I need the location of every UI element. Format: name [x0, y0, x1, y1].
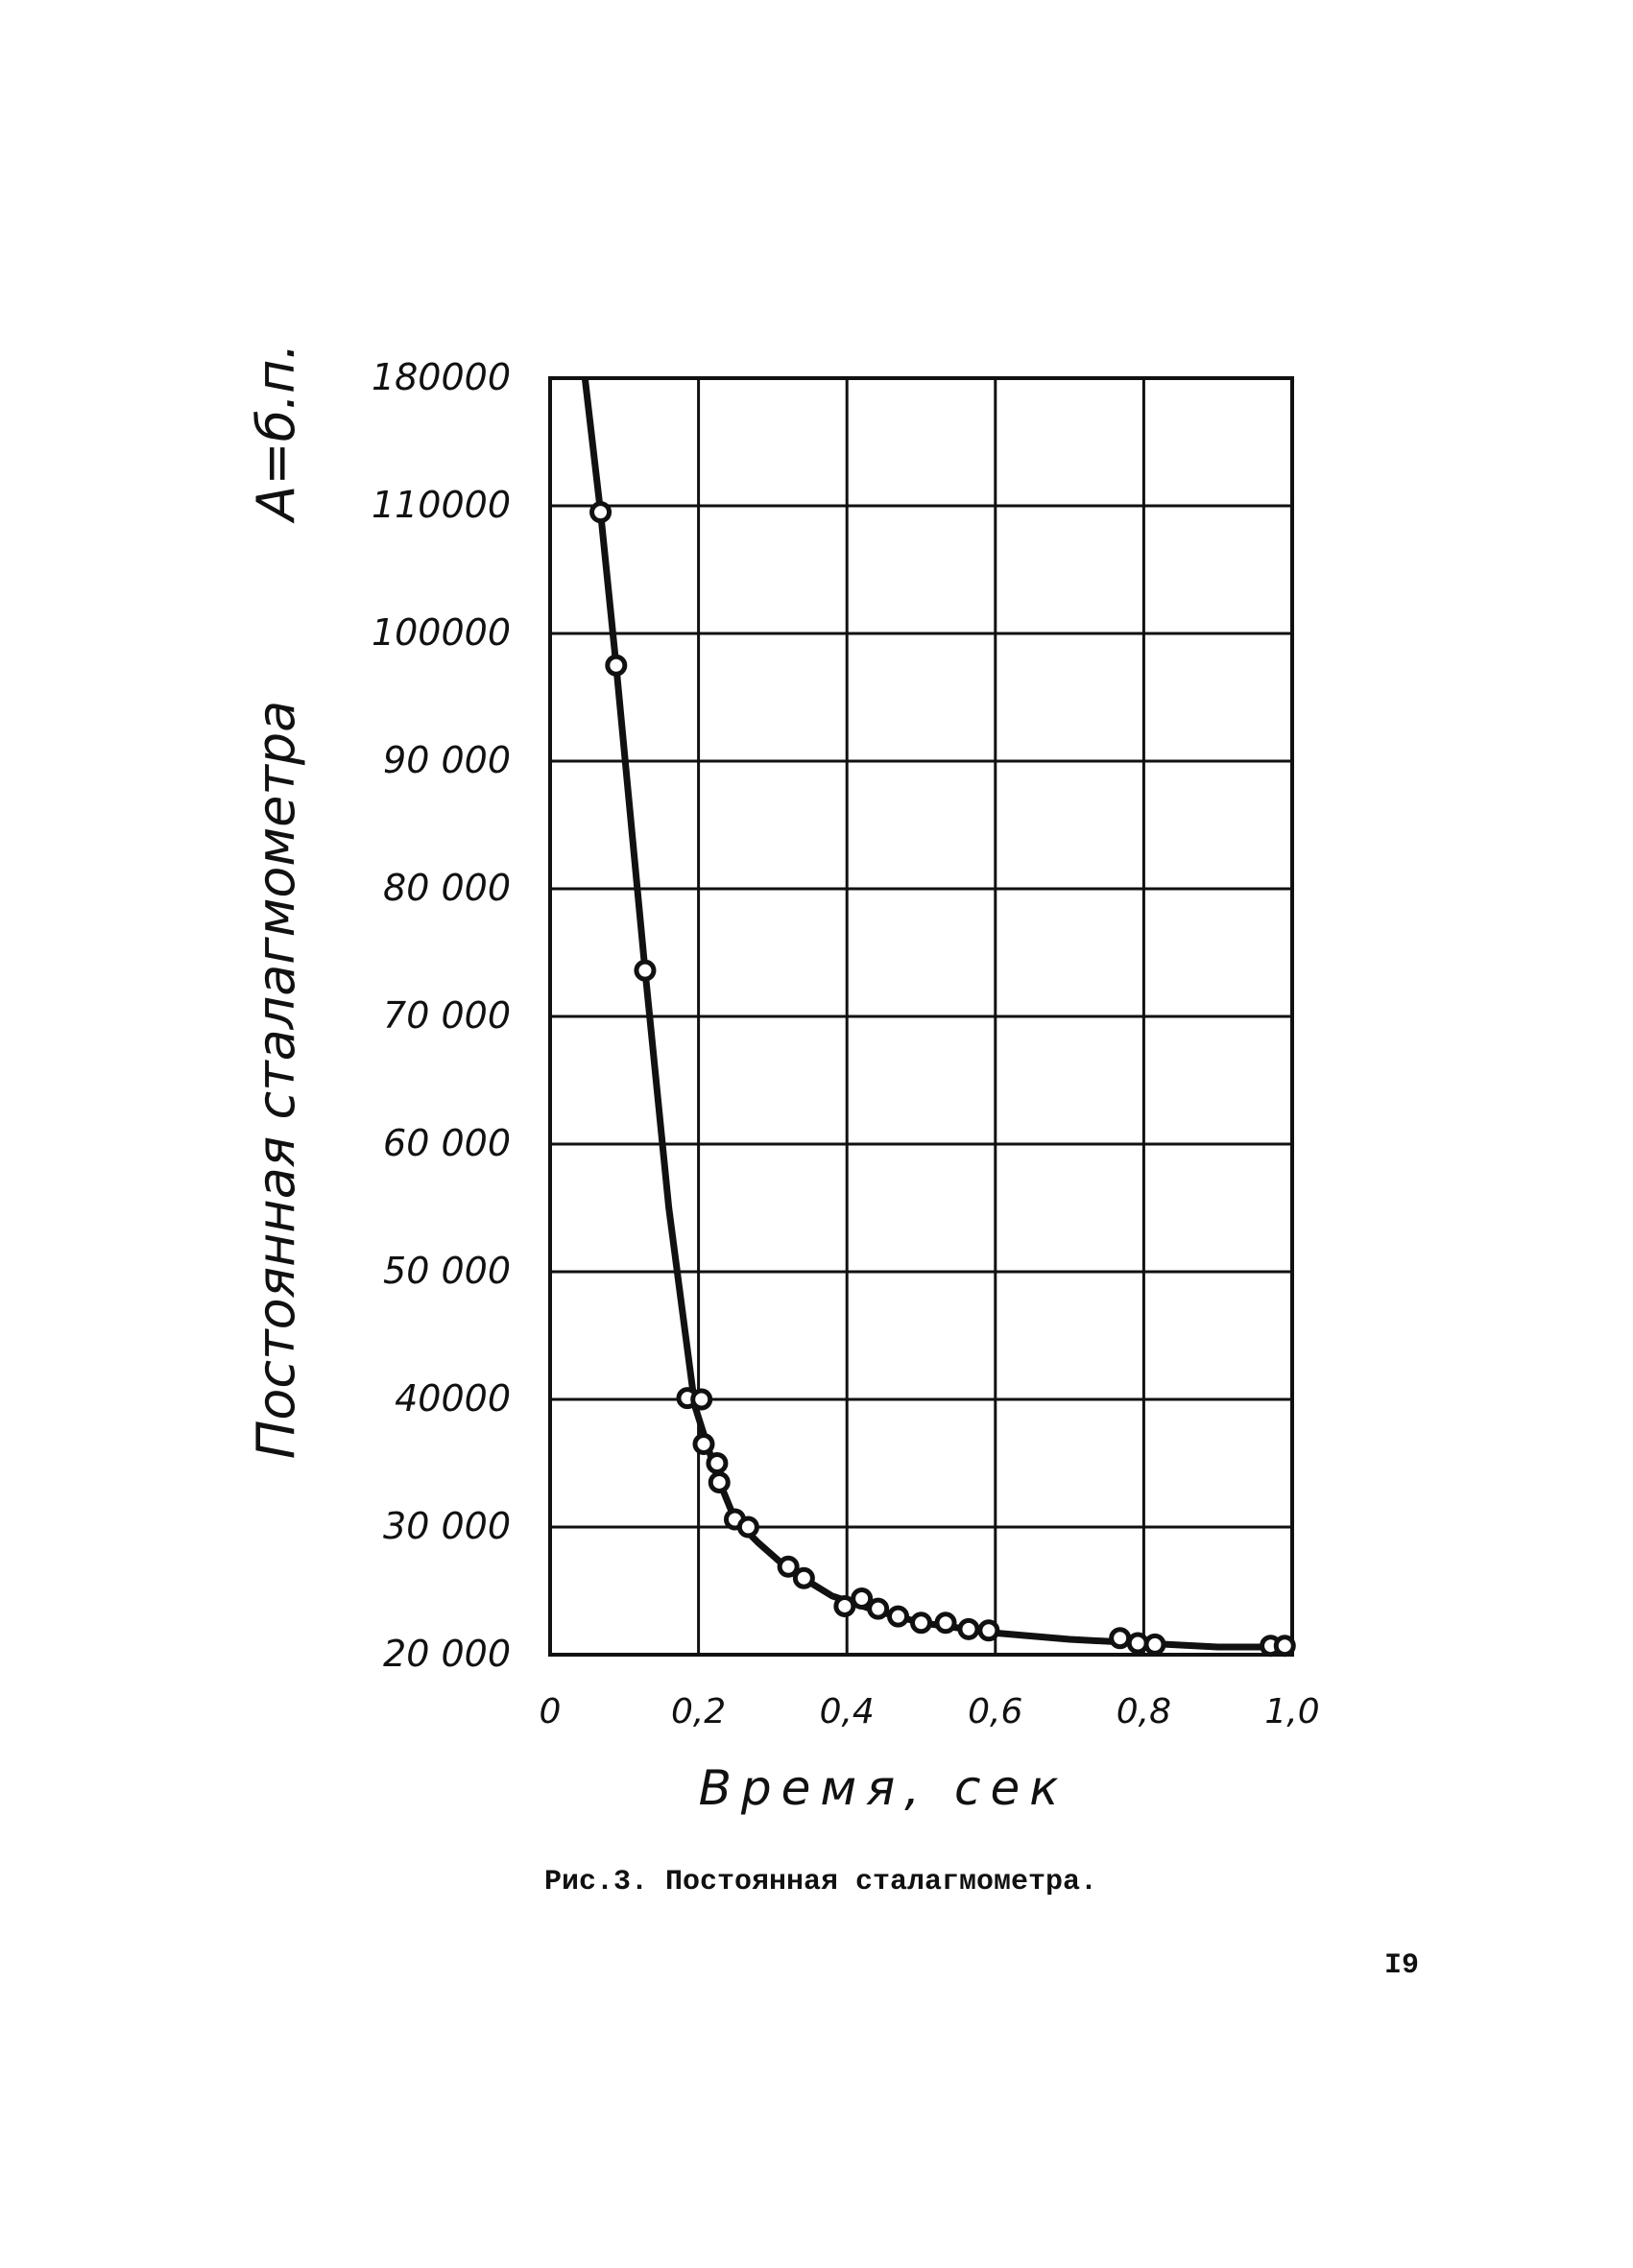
y-tick-label: 80 000 — [383, 867, 511, 909]
data-point — [792, 1566, 815, 1589]
y-tick-label: 110000 — [372, 484, 511, 526]
data-point — [977, 1619, 1000, 1642]
y-tick-label: 50 000 — [383, 1250, 511, 1292]
data-point — [1126, 1632, 1149, 1655]
data-point — [690, 1388, 713, 1411]
data-point — [957, 1617, 980, 1640]
x-tick-label: 1,0 — [1264, 1692, 1319, 1731]
data-point — [777, 1555, 800, 1578]
data-point — [605, 654, 628, 677]
data-point — [867, 1597, 890, 1620]
data-point — [851, 1587, 874, 1610]
x-tick-label: 0 — [540, 1692, 562, 1731]
y-tick-label: 20 000 — [383, 1633, 511, 1675]
data-point — [589, 501, 612, 524]
y-tick-label: 40000 — [395, 1377, 511, 1420]
caption: Рис.3. Постоянная сталагмометра. — [544, 1866, 1097, 1898]
data-point — [887, 1605, 910, 1628]
y-axis-label: Постоянная сталагмометра — [246, 701, 306, 1459]
page-number: I9 — [1384, 1949, 1419, 1982]
data-point — [1273, 1635, 1296, 1658]
plot-frame — [548, 376, 1294, 1657]
data-point — [736, 1516, 759, 1539]
data-point — [1109, 1627, 1132, 1650]
x-axis-label: Время, сек — [699, 1760, 1069, 1816]
y-tick-label: 30 000 — [383, 1505, 511, 1547]
y-axis-unit: А=б.п. — [246, 343, 306, 523]
y-tick-label: 70 000 — [383, 994, 511, 1037]
data-point — [706, 1452, 729, 1474]
x-tick-label: 0,2 — [671, 1692, 726, 1731]
y-tick-label: 100000 — [372, 611, 511, 654]
x-tick-label: 0,6 — [968, 1692, 1022, 1731]
curve — [581, 377, 1285, 1651]
x-tick-label: 0,4 — [820, 1692, 875, 1731]
y-tick-label: 60 000 — [383, 1122, 511, 1164]
data-point — [692, 1433, 715, 1456]
data-point — [910, 1611, 932, 1635]
y-tick-label: 180000 — [372, 356, 511, 398]
data-point — [708, 1470, 731, 1493]
data-point — [634, 959, 657, 982]
x-tick-label: 0,8 — [1117, 1692, 1171, 1731]
y-tick-label: 90 000 — [383, 739, 511, 781]
data-point — [934, 1611, 957, 1635]
data-point — [833, 1594, 856, 1617]
data-point — [1143, 1633, 1166, 1656]
